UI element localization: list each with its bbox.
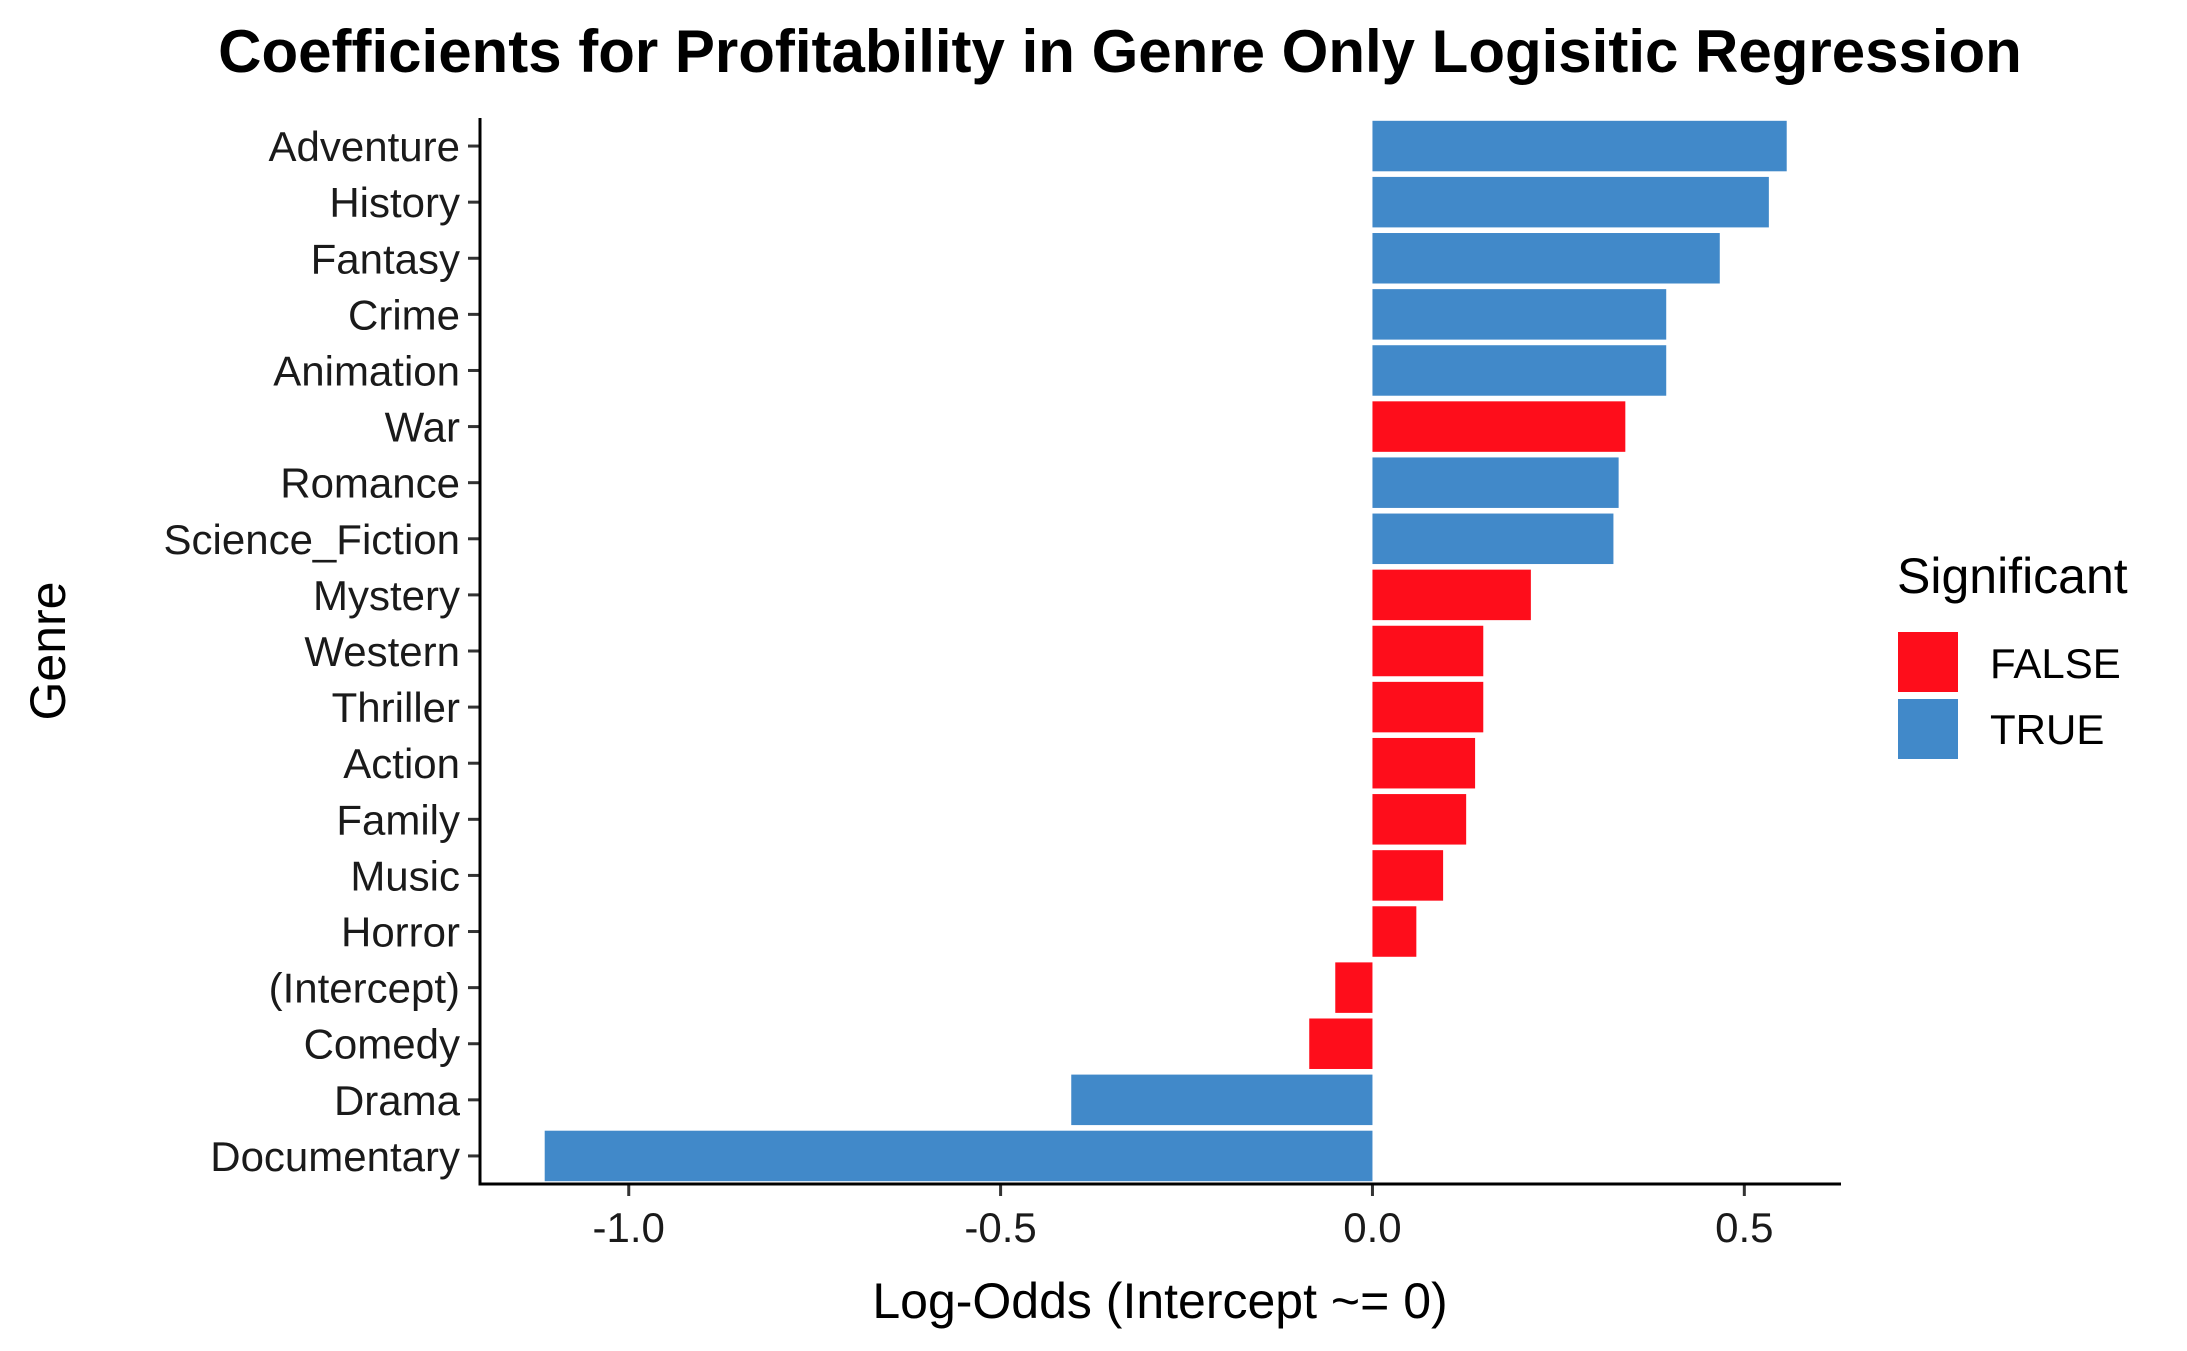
y-axis-ticks: Adventure History Fantasy Crime Animation War…	[164, 123, 480, 1180]
bar-crime	[1372, 289, 1667, 340]
y-tick-label: Western	[304, 628, 460, 675]
bar-intercept	[1335, 962, 1373, 1013]
x-axis-title: Log-Odds (Intercept ~= 0)	[872, 1273, 1447, 1329]
bar-horror	[1372, 906, 1417, 957]
legend-label-true: TRUE	[1990, 706, 2104, 753]
bar-adventure	[1372, 120, 1787, 172]
bar-comedy	[1309, 1018, 1373, 1069]
y-axis-title: Genre	[20, 582, 76, 721]
bar-documentary	[544, 1130, 1373, 1182]
bar-war	[1372, 401, 1626, 452]
y-tick-label: Horror	[341, 909, 460, 956]
x-tick-label: 0.0	[1343, 1204, 1401, 1251]
y-tick-label: Documentary	[210, 1133, 460, 1180]
y-tick-label: Science_Fiction	[164, 516, 460, 563]
bar-music	[1372, 850, 1444, 901]
y-tick-label: Romance	[280, 460, 460, 507]
legend-swatch-true	[1898, 699, 1958, 759]
legend-swatch-false	[1898, 632, 1958, 692]
y-tick-label: Crime	[348, 291, 460, 338]
legend-title: Significant	[1897, 548, 2128, 604]
y-tick-label: Animation	[273, 347, 460, 394]
y-tick-label: Thriller	[332, 684, 460, 731]
legend-label-false: FALSE	[1990, 640, 2121, 687]
chart-title: Coefficients for Profitability in Genre …	[218, 18, 2022, 85]
y-tick-label: Drama	[334, 1077, 461, 1124]
y-tick-label: Adventure	[269, 123, 460, 170]
legend: Significant FALSE TRUE	[1897, 548, 2128, 759]
bar-romance	[1372, 457, 1619, 508]
bar-mystery	[1372, 569, 1531, 621]
y-tick-label: Music	[350, 852, 460, 899]
y-tick-label: Comedy	[304, 1021, 460, 1068]
x-tick-label: 0.5	[1715, 1204, 1773, 1251]
y-tick-label: History	[329, 179, 460, 226]
y-tick-label: Action	[343, 740, 460, 787]
y-tick-label: War	[385, 404, 460, 451]
bar-family	[1372, 794, 1467, 845]
x-axis-ticks: -1.0 -0.5 0.0 0.5	[593, 1184, 1774, 1251]
y-tick-label: Family	[336, 796, 460, 843]
bar-science-fiction	[1372, 513, 1614, 565]
bar-action	[1372, 737, 1476, 789]
x-tick-label: -1.0	[593, 1204, 665, 1251]
y-tick-label: Mystery	[313, 572, 460, 619]
y-tick-label: (Intercept)	[269, 965, 460, 1012]
bar-history	[1372, 176, 1769, 228]
bar-western	[1372, 625, 1484, 677]
bars-group	[544, 120, 1787, 1182]
x-tick-label: -0.5	[964, 1204, 1036, 1251]
bar-fantasy	[1372, 233, 1720, 284]
y-tick-label: Fantasy	[311, 235, 460, 282]
bar-drama	[1071, 1074, 1373, 1126]
bar-thriller	[1372, 681, 1484, 733]
bar-animation	[1372, 345, 1667, 396]
